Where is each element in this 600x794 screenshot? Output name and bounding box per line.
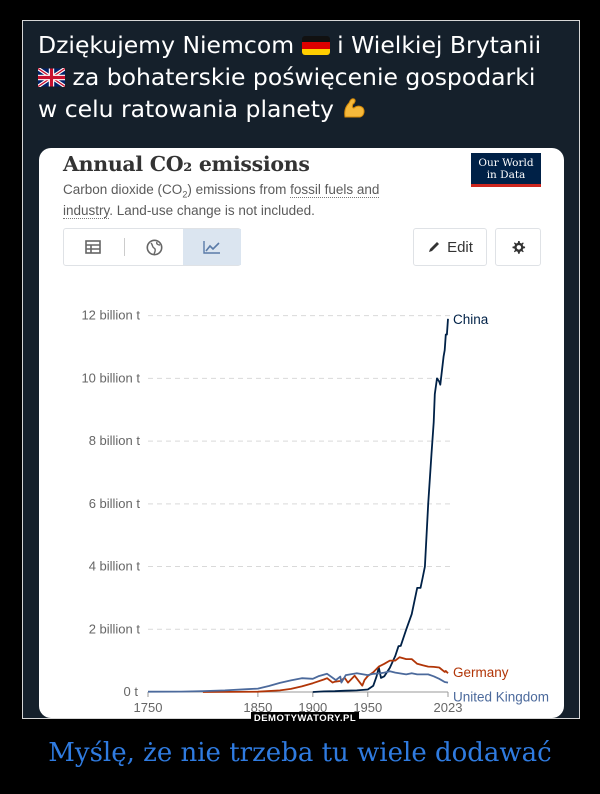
meme-frame: Dziękujemy Niemcom i Wielkiej Brytanii z… bbox=[22, 20, 580, 719]
post-line-1-text-a: Dziękujemy Niemcom bbox=[38, 31, 295, 59]
label-layer: China Germany United Kingdom bbox=[453, 312, 549, 705]
series-line-united-kingdom bbox=[147, 670, 449, 693]
united-kingdom-flag-icon bbox=[38, 68, 65, 87]
post-line-1: Dziękujemy Niemcom i Wielkiej Brytanii bbox=[38, 29, 563, 61]
logo-bar bbox=[471, 184, 541, 187]
post-line-3: w celu ratowania planety bbox=[38, 93, 563, 125]
series-layer bbox=[147, 318, 449, 693]
meme-caption: Myślę, że nie trzeba tu wiele dodawać bbox=[48, 738, 552, 768]
subtitle-part-c: . Land-use change is not included. bbox=[109, 202, 315, 218]
series-line-china bbox=[312, 318, 449, 693]
post-text: Dziękujemy Niemcom i Wielkiej Brytanii z… bbox=[38, 29, 563, 125]
table-icon bbox=[85, 240, 101, 254]
post-line-2-text: za bohaterskie poświęcenie gospodarki bbox=[72, 63, 536, 91]
y-tick-label: 12 billion t bbox=[81, 308, 140, 323]
subtitle-part-b: ) emissions from bbox=[187, 182, 291, 197]
x-tick-label: 2023 bbox=[434, 700, 463, 715]
series-label-united-kingdom: United Kingdom bbox=[453, 690, 549, 705]
x-tick-label: 1750 bbox=[134, 700, 163, 715]
y-tick-label: 10 billion t bbox=[81, 370, 140, 385]
subtitle-link[interactable]: fossil fuels and industry bbox=[63, 182, 380, 219]
tab-separator bbox=[124, 238, 125, 256]
post-line-1-text-b: i Wielkiej Brytanii bbox=[337, 31, 542, 59]
axis-layer: 0 t 2 billion t 4 billion t 6 billion t 8 bi… bbox=[81, 308, 462, 715]
line-chart-icon bbox=[203, 241, 220, 254]
tab-map[interactable] bbox=[125, 229, 183, 265]
x-tick-label: 1850 bbox=[243, 700, 272, 715]
edit-button[interactable]: Edit bbox=[413, 228, 487, 266]
x-tick-label: 1950 bbox=[353, 700, 382, 715]
subtitle-part-a: Carbon dioxide (CO bbox=[63, 182, 183, 197]
y-tick-label: 4 billion t bbox=[89, 559, 141, 574]
pencil-icon bbox=[429, 242, 440, 252]
chart-title: Annual CO₂ emissions bbox=[63, 152, 310, 176]
subtitle-subscript: 2 bbox=[182, 189, 188, 200]
settings-button[interactable] bbox=[495, 228, 541, 266]
owid-logo[interactable]: Our World in Data bbox=[471, 153, 541, 187]
germany-flag-icon bbox=[301, 36, 330, 55]
emissions-chart: 0 t 2 billion t 4 billion t 6 billion t 8 bi… bbox=[81, 308, 549, 715]
x-tick-label: 1900 bbox=[298, 700, 327, 715]
tab-table[interactable] bbox=[64, 229, 122, 265]
chart-subtitle: Carbon dioxide (CO2) emissions from foss… bbox=[63, 182, 433, 219]
grid-layer bbox=[148, 315, 454, 630]
logo-line-2: in Data bbox=[486, 168, 526, 181]
series-label-china: China bbox=[453, 312, 489, 327]
y-tick-label: 2 billion t bbox=[89, 621, 141, 636]
globe-icon bbox=[146, 239, 162, 255]
y-tick-label: 0 t bbox=[124, 684, 139, 699]
gear-icon bbox=[512, 240, 525, 254]
site-watermark[interactable]: DEMOTYWATORY.PL bbox=[251, 712, 359, 726]
post-line-2: za bohaterskie poświęcenie gospodarki bbox=[38, 61, 563, 93]
logo-line-1: Our World bbox=[478, 157, 534, 169]
series-line-germany bbox=[202, 656, 449, 693]
view-tabs bbox=[63, 228, 241, 266]
flexed-biceps-icon bbox=[344, 98, 365, 118]
chart-card: Annual CO₂ emissions Carbon dioxide (CO2… bbox=[39, 148, 564, 718]
y-tick-label: 8 billion t bbox=[89, 433, 141, 448]
series-label-germany: Germany bbox=[453, 665, 509, 680]
tab-chart[interactable] bbox=[183, 229, 241, 265]
edit-button-label: Edit bbox=[447, 238, 473, 256]
y-tick-label: 6 billion t bbox=[89, 496, 141, 511]
post-line-3-text: w celu ratowania planety bbox=[38, 95, 334, 123]
